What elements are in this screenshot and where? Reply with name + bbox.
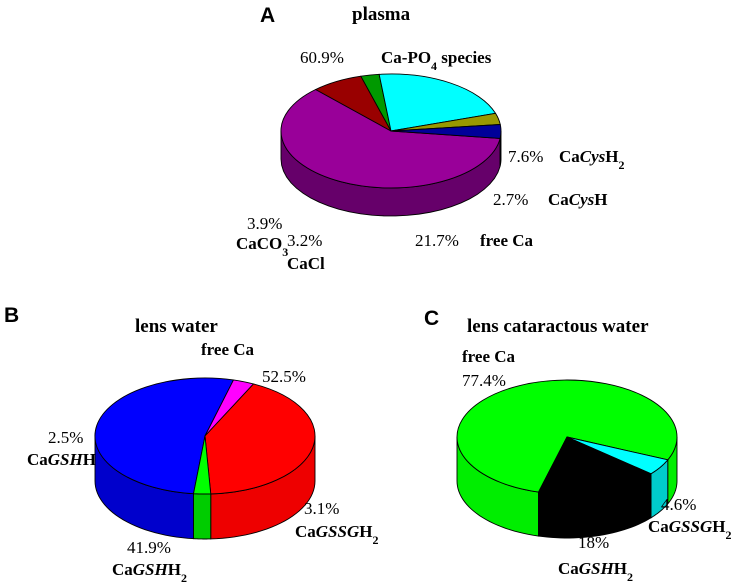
slice-name-lens-water-cagshh: CaGSHH [27,450,96,469]
slice-name-lens-cataractous-water-cagshh2: CaGSHH2 [558,559,633,584]
slice-name-plasma-caco3: CaCO3 [236,234,288,259]
panel-letter-b: B [4,304,19,327]
pct-label-plasma-caco3: 3.9% [247,214,282,233]
slice-name-plasma-cacl: CaCl [287,254,325,273]
slice-cagshh2 [204,383,316,495]
slice-name-lens-water-free-ca: free Ca [201,340,255,359]
slice-cagshh2 [538,436,652,495]
slice-side-cagshh [193,493,212,540]
chart-title-lens-cataractous-water: lens cataractous water [467,316,649,337]
slice-name-plasma-cacysh2: CaCysH2 [559,147,625,172]
pct-label-plasma-cacysh: 2.7% [493,190,528,209]
pct-label-plasma-cacl: 3.2% [287,231,322,250]
pct-label-plasma-free-ca: 21.7% [415,231,459,250]
chart-title-plasma: plasma [352,4,411,25]
slice-ca-po4-species [280,89,501,189]
slice-labels: 60.9% Ca-PO4 species 7.6% CaCysH2 2.7% CaCysH… [27,48,731,585]
pct-label-lens-water-cagshh: 2.5% [48,428,83,447]
slice-name-lens-cataractous-water-cagssgh2: CaGSSGH2 [648,517,731,542]
pct-label-lens-water-cagshh2: 41.9% [127,538,171,557]
pie-chart-lens-water [94,377,316,540]
pct-label-lens-water-free-ca: 52.5% [262,367,306,386]
chart-title-lens-water: lens water [135,316,218,337]
slice-free-ca [456,379,678,493]
pie-chart-plasma [280,73,502,217]
pct-label-lens-cataractous-water-free-ca: 77.4% [462,371,506,390]
pct-label-lens-cataractous-water-cagshh2: 18% [578,533,609,552]
pct-label-lens-water-cagssgh2: 3.1% [304,499,339,518]
slice-name-plasma-cacysh: CaCysH [548,190,608,209]
slice-caco3 [390,124,502,139]
slice-free-ca [378,73,497,132]
slice-name-plasma-free-ca: free Ca [480,231,534,250]
slice-cagshh [193,435,212,495]
slice-name-plasma-ca-po4-species: Ca-PO4 species [381,48,492,73]
pct-label-plasma-ca-po4-species: 60.9% [300,48,344,67]
slice-name-lens-water-cagssgh2: CaGSSGH2 [295,522,378,547]
pct-label-lens-cataractous-water-cagssgh2: 4.6% [661,495,696,514]
pct-label-plasma-cacysh2: 7.6% [508,147,543,166]
slice-name-lens-water-cagshh2: CaGSHH2 [112,560,187,585]
pie-chart-lens-cataractous-water [456,379,678,539]
panel-letter-c: C [424,307,439,330]
slice-name-lens-cataractous-water-free-ca: free Ca [462,347,516,366]
panel-letter-a: A [260,4,275,27]
